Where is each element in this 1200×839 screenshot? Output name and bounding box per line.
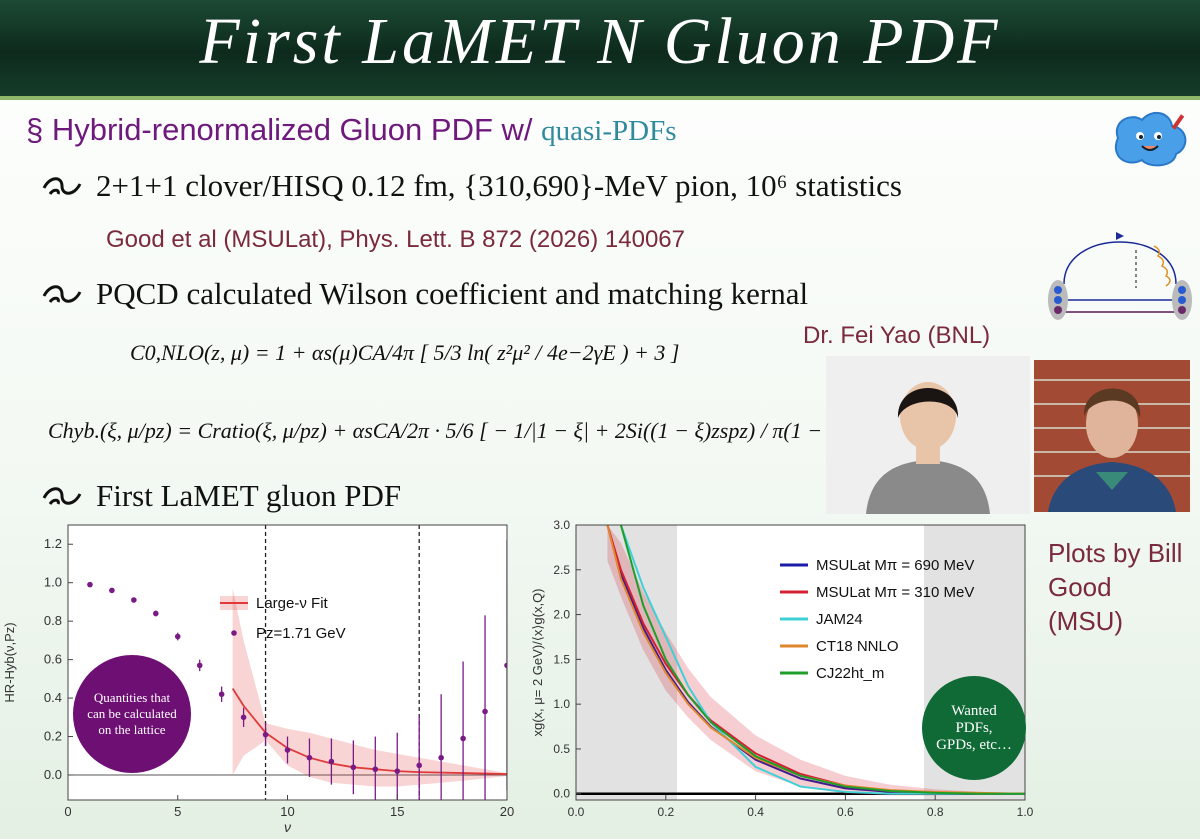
x-tick-label: 10	[280, 804, 294, 819]
y-tick-label: 0.6	[44, 652, 62, 667]
data-point	[460, 735, 466, 742]
data-point	[196, 662, 203, 669]
data-point	[306, 754, 313, 761]
data-point	[438, 754, 444, 761]
data-point	[87, 581, 93, 588]
feynman-diagram	[1048, 232, 1192, 320]
bullet: PQCD calculated Wilson coefficient and m…	[40, 276, 808, 312]
data-point	[372, 766, 379, 773]
y-tick-label: 0.4	[44, 690, 62, 705]
legend-label: MSULat Mπ = 310 MeV	[816, 584, 974, 601]
x-tick-label: 0.2	[657, 805, 674, 819]
section-heading: § Hybrid-renormalized Gluon PDF w/ quasi…	[26, 112, 677, 148]
y-tick-label: 0.0	[553, 787, 570, 801]
data-point	[262, 731, 269, 738]
data-point	[504, 662, 507, 669]
x-tick-label: 5	[174, 804, 181, 819]
y-tick-label: 0.5	[553, 742, 570, 756]
header-bar	[0, 0, 1200, 100]
credit: Dr. Fei Yao (BNL)	[803, 322, 991, 349]
y-tick-label: 2.0	[553, 608, 570, 622]
bullet: First LaMET gluon PDF	[40, 478, 401, 514]
series-line	[231, 687, 507, 775]
data-point	[109, 587, 115, 594]
data-point	[416, 762, 423, 769]
x-axis-label: ν	[284, 819, 291, 835]
y-tick-label: 0.2	[44, 729, 62, 744]
legend-label: CJ22ht_m	[816, 665, 884, 682]
x-tick-label: 15	[390, 804, 404, 819]
legend-label: MSULat Mπ = 690 MeV	[816, 557, 974, 574]
legend-swatch	[231, 630, 237, 636]
bullet: 2+1+1 clover/HISQ 0.12 fm, {310,690}-MeV…	[40, 168, 902, 204]
legend-label: JAM24	[816, 611, 863, 628]
mascot-icon	[1115, 111, 1187, 167]
error-band	[232, 588, 507, 787]
bullet-text: First LaMET gluon PDF	[96, 478, 402, 513]
data-point	[482, 708, 488, 715]
y-axis-label: xg(x, μ= 2 GeV)/⟨x⟩g(x,Q)	[530, 588, 545, 736]
y-tick-label: 1.2	[44, 536, 62, 551]
plots-credit: Plots by Bill Good (MSU)	[1048, 538, 1183, 636]
data-point	[328, 758, 335, 765]
data-point	[350, 764, 357, 771]
slide-title: First LaMET N Gluon PDF	[199, 5, 1001, 78]
data-point	[153, 610, 159, 617]
y-tick-label: 2.5	[553, 563, 570, 577]
annotation-circle: Quantities that can be calculated on the…	[73, 655, 191, 773]
data-point	[394, 768, 401, 774]
y-tick-label: 1.0	[44, 575, 62, 590]
x-tick-label: 0.6	[837, 805, 854, 819]
series-line	[619, 525, 1025, 795]
citation: Good et al (MSULat), Phys. Lett. B 872 (…	[106, 226, 685, 253]
plot-content	[68, 525, 507, 800]
y-tick-label: 0.8	[44, 613, 62, 628]
data-point	[284, 747, 291, 753]
y-tick-label: 0.0	[44, 767, 62, 782]
legend-label: CT18 NNLO	[816, 638, 899, 655]
x-tick-label: 0.4	[747, 805, 764, 819]
equation: Chyb.(ξ, μ/pz) = Cratio(ξ, μ/pz) + αsCA/…	[48, 418, 874, 443]
legend-label: Large-ν Fit	[256, 595, 329, 612]
equation: C0,NLO(z, μ) = 1 + αs(μ)CA/4π [ 5/3 ln( …	[130, 340, 680, 365]
x-tick-label: 0.0	[568, 805, 585, 819]
y-axis-label: HR-Hyb(ν,Pz)	[2, 622, 17, 702]
data-point	[240, 714, 247, 721]
y-tick-label: 1.0	[553, 697, 570, 711]
section-text: § Hybrid-renormalized Gluon PDF w/	[26, 112, 533, 147]
photo	[1034, 360, 1190, 512]
bullet-icon	[42, 487, 82, 505]
x-tick-label: 20	[500, 804, 514, 819]
bullet-icon	[42, 177, 82, 195]
bullet-icon	[42, 285, 82, 303]
data-point	[174, 633, 181, 640]
bullet-text: PQCD calculated Wilson coefficient and m…	[96, 276, 809, 311]
chart: 0 5 10 15 20 0.0 0.2 0.4 0.6 0.8 1.0 1.2 ν HR-Hyb(ν,P…	[2, 524, 514, 835]
x-tick-label: 0.8	[927, 805, 944, 819]
legend-label: Pz=1.71 GeV	[256, 625, 346, 642]
x-tick-label: 0	[64, 804, 71, 819]
annotation-circle: Wanted PDFs, GPDs, etc…	[922, 676, 1026, 780]
x-tick-label: 1.0	[1017, 805, 1034, 819]
y-tick-label: 3.0	[553, 518, 570, 532]
y-tick-label: 1.5	[553, 652, 570, 666]
data-point	[218, 691, 225, 698]
bullet-text: 2+1+1 clover/HISQ 0.12 fm, {310,690}-MeV…	[96, 168, 902, 203]
data-point	[131, 597, 137, 603]
section-highlight: quasi-PDFs	[541, 115, 677, 147]
plot-frame	[575, 524, 1026, 801]
photo	[826, 356, 1030, 514]
